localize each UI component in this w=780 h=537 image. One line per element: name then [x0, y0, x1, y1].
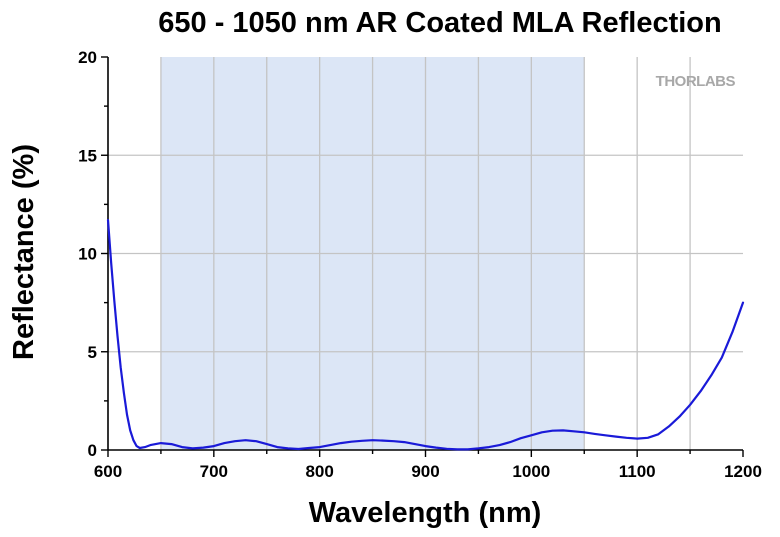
x-axis-label: Wavelength (nm): [309, 497, 542, 529]
x-tick-label: 1100: [619, 462, 656, 481]
reflectance-series-line: [106, 219, 745, 451]
x-tick-label: 1000: [512, 462, 550, 481]
x-tick-label: 800: [305, 462, 333, 481]
y-tick-label: 10: [78, 245, 97, 264]
y-tick-label: 5: [88, 343, 97, 362]
y-tick-label: 20: [78, 48, 97, 67]
thorlabs-logo: THORLABS: [656, 73, 736, 90]
y-tick-label: 0: [88, 441, 97, 460]
x-tick-label: 600: [94, 462, 122, 481]
plot-area: 600 700 800 900 1000 1100 1200 0 5 10 15 20: [78, 48, 762, 481]
x-tick-label: 700: [200, 462, 228, 481]
x-tick-label: 900: [411, 462, 439, 481]
x-tick-label: 1200: [724, 462, 762, 481]
y-axis-label: Reflectance (%): [8, 144, 40, 360]
y-tick-label: 15: [78, 146, 97, 165]
chart-title: 650 - 1050 nm AR Coated MLA Reflection: [158, 7, 721, 39]
